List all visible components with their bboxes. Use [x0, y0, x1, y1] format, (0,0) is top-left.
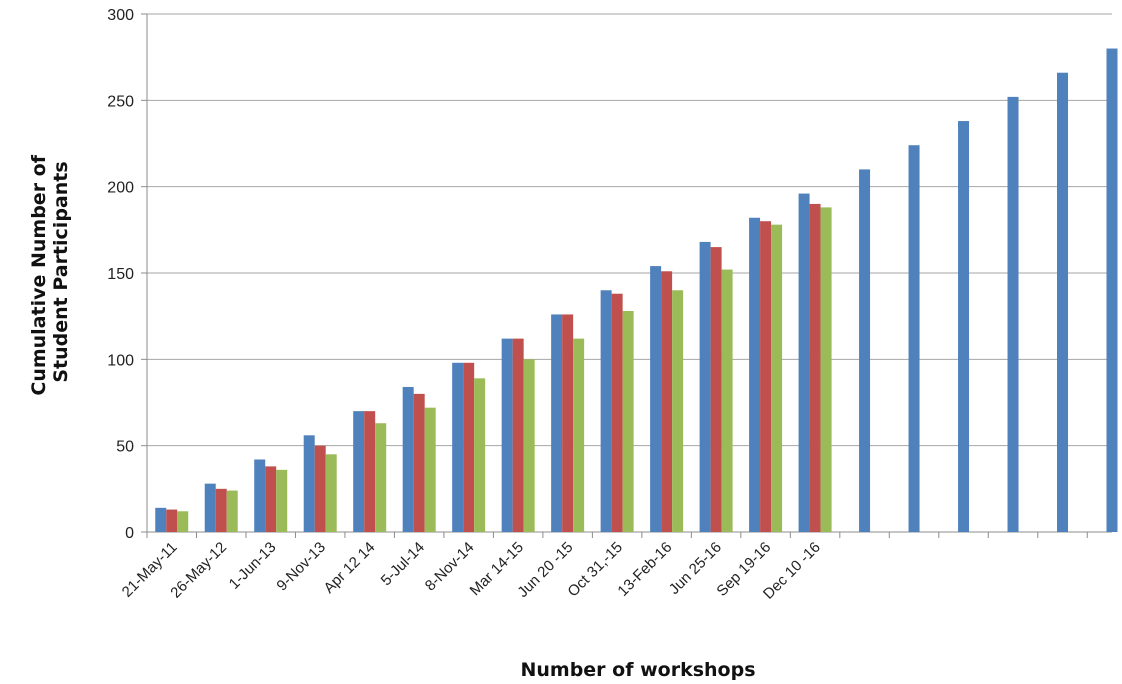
bar — [463, 362, 475, 532]
bar — [672, 290, 684, 532]
bar — [859, 169, 871, 532]
bar — [303, 435, 315, 532]
bar — [166, 509, 178, 532]
bar — [573, 338, 585, 532]
bar — [809, 203, 821, 532]
bar — [353, 411, 365, 532]
x-tick-label: 1-Jun-13 — [226, 539, 280, 593]
bar — [1007, 96, 1019, 532]
y-tick-label: 100 — [107, 352, 134, 369]
bar — [622, 310, 634, 532]
bar — [1106, 48, 1118, 533]
bar — [710, 247, 722, 532]
bar — [155, 507, 167, 532]
bar — [402, 386, 414, 532]
bar — [215, 488, 227, 532]
bar — [749, 217, 761, 532]
bar — [798, 193, 810, 532]
bar — [760, 221, 772, 532]
bar — [611, 293, 623, 532]
bar — [424, 407, 436, 532]
bar — [452, 362, 464, 532]
bar — [650, 266, 662, 532]
y-tick-label: 250 — [107, 93, 134, 110]
bar — [204, 483, 216, 532]
bar — [325, 454, 337, 532]
y-tick-label: 50 — [116, 439, 134, 456]
y-tick-label: 0 — [125, 525, 134, 542]
bar — [364, 411, 376, 532]
bar — [474, 378, 486, 532]
y-axis-title-line-1: Cumulative Number of — [28, 154, 50, 395]
y-tick-label: 200 — [107, 180, 134, 197]
x-tick-label: Apr 12 14 — [321, 539, 379, 597]
bar — [721, 269, 733, 532]
x-tick-label: 5-Jul-14 — [378, 539, 428, 589]
bar — [551, 314, 563, 532]
bar — [314, 445, 326, 532]
bar — [265, 466, 277, 532]
bar — [699, 241, 711, 533]
bar — [820, 207, 832, 533]
bar — [375, 423, 387, 532]
x-tick-label: 13-Feb-16 — [614, 539, 675, 600]
bar — [600, 290, 612, 532]
y-tick-label: 150 — [107, 266, 134, 283]
y-axis-title: Cumulative Number of Student Participant… — [28, 148, 72, 395]
bar — [1057, 72, 1069, 532]
bar — [523, 359, 535, 532]
y-axis: 0 50 100 150 200 250 300 — [107, 7, 148, 542]
bar — [661, 271, 673, 532]
bar — [562, 314, 574, 532]
bar — [958, 121, 970, 532]
bar — [276, 469, 288, 532]
bars — [155, 48, 1118, 533]
bar — [771, 224, 783, 533]
y-axis-title-line-2: Student Participants — [50, 161, 72, 382]
bar — [254, 459, 266, 532]
bar — [512, 338, 524, 532]
bar — [177, 511, 189, 532]
bar — [226, 490, 238, 532]
bar — [908, 145, 920, 532]
y-tick-label: 300 — [107, 7, 134, 24]
bar — [413, 393, 425, 532]
bar — [501, 338, 513, 532]
x-axis-title: Number of workshops — [520, 659, 755, 681]
